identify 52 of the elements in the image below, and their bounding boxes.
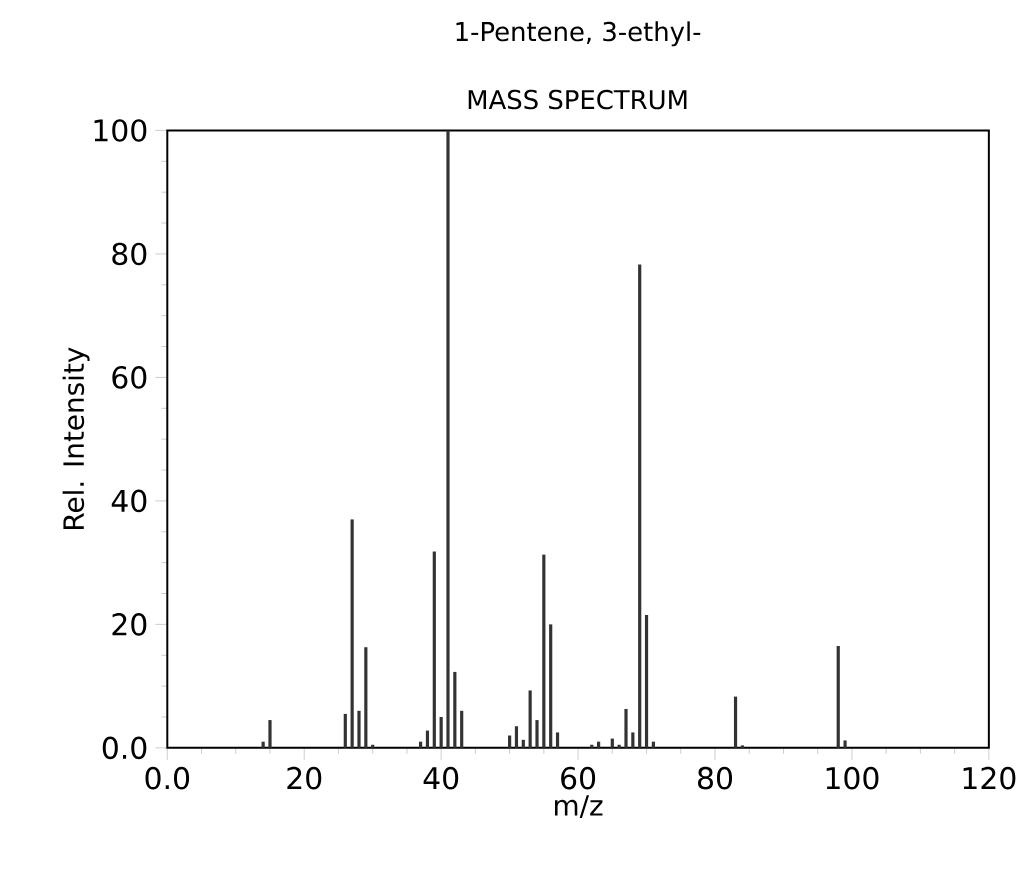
bar <box>460 710 464 748</box>
x-tick-label: 80 <box>698 766 733 790</box>
bar <box>638 264 642 748</box>
bar <box>624 708 628 748</box>
bar <box>453 671 457 748</box>
bar <box>644 615 649 748</box>
bar <box>740 745 744 748</box>
y-tick-label: 60 <box>112 366 147 389</box>
bar <box>508 735 512 748</box>
y-axis-title: Rel. Intensity <box>62 347 90 529</box>
y-tick-label: 20 <box>112 612 147 636</box>
x-tick-label: 120 <box>963 766 1016 790</box>
x-tick-label: 100 <box>826 766 879 790</box>
bar <box>631 732 635 748</box>
bar <box>432 551 436 748</box>
bar <box>843 740 847 748</box>
bar <box>610 738 614 748</box>
y-tick-label: 80 <box>112 242 147 266</box>
y-tick-label: 40 <box>111 489 147 513</box>
bar <box>343 713 347 748</box>
bar <box>446 130 450 748</box>
chart-title: 1-Pentene, 3-ethyl- <box>456 21 701 47</box>
bar <box>597 741 601 748</box>
y-tick-label: 100 <box>94 119 147 142</box>
bar <box>514 726 519 748</box>
bar <box>371 744 375 748</box>
bar <box>617 744 621 748</box>
y-tick-label: 0.0 <box>102 736 147 760</box>
bar <box>364 647 368 748</box>
bar <box>350 519 354 748</box>
bar <box>528 690 532 748</box>
x-axis-title: m/z <box>555 795 603 818</box>
bar <box>357 710 361 748</box>
x-tick-label: 20 <box>287 766 322 790</box>
bar <box>419 741 423 748</box>
bar <box>261 741 265 748</box>
bar <box>542 554 546 748</box>
bar <box>549 624 553 748</box>
bar <box>535 719 539 748</box>
x-tick-label: 0.0 <box>145 766 190 790</box>
bar <box>733 696 738 748</box>
bar <box>836 645 840 748</box>
bar <box>439 716 443 748</box>
bar <box>555 732 560 748</box>
bar <box>425 730 430 748</box>
x-tick-label: 60 <box>561 766 596 790</box>
bar <box>651 741 655 748</box>
bar <box>590 744 594 748</box>
chart-subtitle: MASS SPECTRUM <box>468 89 687 110</box>
bar <box>521 739 525 748</box>
bar <box>268 719 272 748</box>
x-tick-label: 40 <box>423 766 459 790</box>
